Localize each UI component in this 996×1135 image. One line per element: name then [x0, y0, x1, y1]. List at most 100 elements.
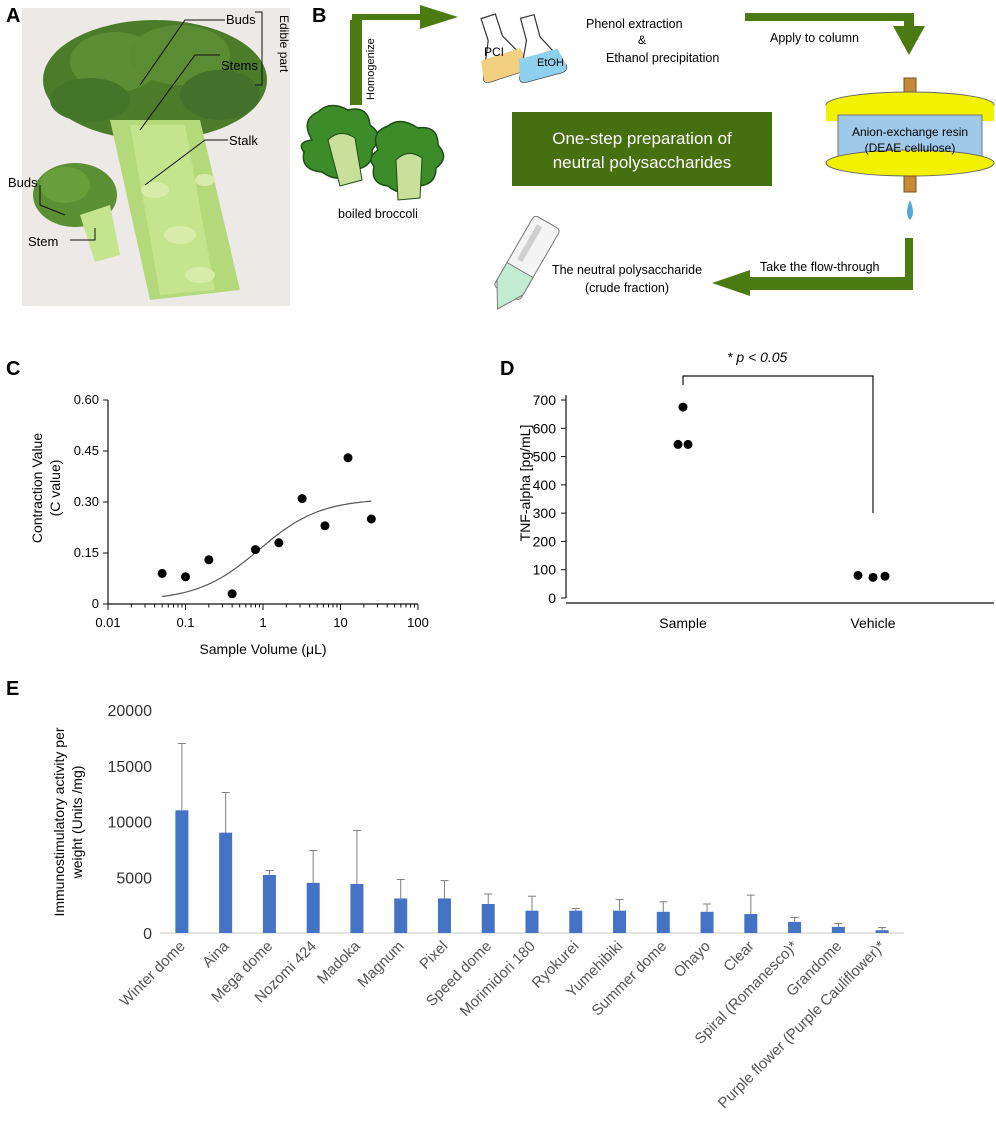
d-ylabel: TNF-alpha [pg/mL]	[517, 425, 533, 542]
c-data-point	[320, 521, 330, 531]
c-data-point	[250, 545, 260, 555]
phenol-label: Phenol extraction	[586, 17, 683, 31]
center-box	[512, 112, 772, 186]
c-data-point	[366, 514, 376, 524]
d-data-point	[853, 570, 863, 580]
ethanol-label: Ethanol precipitation	[606, 51, 719, 65]
c-xlabel: Sample Volume (μL)	[199, 641, 326, 657]
d-y-tick-label: 200	[533, 533, 557, 549]
panel-b-letter: B	[312, 5, 326, 27]
label-buds-left: Buds	[8, 175, 38, 190]
e-x-category-label: Ohayo	[671, 938, 714, 981]
c-data-point	[274, 538, 284, 548]
etoh-flask-icon	[519, 13, 568, 83]
label-stems: Stems	[221, 58, 258, 73]
c-data-point	[204, 555, 214, 565]
c-fit-curve	[162, 500, 372, 598]
chart-e: E Immunostimulatory activity per weight …	[6, 678, 904, 1112]
d-x-category-label: Vehicle	[850, 615, 895, 631]
e-bar	[306, 882, 320, 933]
resin-label-1: Anion-exchange resin	[852, 125, 968, 139]
d-annotation: * p < 0.05	[727, 349, 788, 365]
e-ylabel-2: weight (Units /mg)	[69, 766, 85, 880]
d-y-tick-label: 100	[533, 562, 557, 578]
d-data-point	[880, 571, 890, 581]
take-label: Take the flow-through	[760, 260, 880, 274]
e-bar	[350, 883, 364, 933]
d-y-tick-label: 500	[533, 449, 557, 465]
c-x-tick-label: 10	[333, 615, 347, 630]
c-data-point	[181, 572, 190, 582]
d-y-tick-label: 400	[533, 477, 557, 493]
e-bar	[875, 930, 889, 933]
panel-a-letter: A	[6, 5, 20, 27]
e-bar	[394, 898, 408, 933]
c-x-tick-label: 100	[407, 615, 429, 630]
c-data-point	[157, 568, 167, 578]
e-x-category-label: Aina	[199, 937, 233, 971]
c-y-tick-label: 0.45	[74, 443, 99, 458]
e-y-tick-label: 10000	[108, 815, 153, 832]
chart-d: D TNF-alpha [pg/mL] * p < 0.05 0 100 200 30…	[500, 349, 994, 631]
e-ylabel-1: Immunostimulatory activity per	[51, 727, 67, 916]
panel-c-letter: C	[6, 358, 20, 380]
boiled-label: boiled broccoli	[338, 207, 418, 221]
pci-label: PCI	[484, 45, 504, 59]
c-y-tick-label: 0.30	[74, 494, 99, 509]
e-bar	[175, 810, 189, 933]
d-x-category-label: Sample	[659, 615, 707, 631]
d-y-tick-label: 700	[533, 392, 557, 408]
etoh-label: EtOH	[537, 57, 564, 69]
c-x-tick-label: 0.01	[95, 615, 120, 630]
resin-label-2: (DEAE cellulose)	[865, 141, 956, 155]
label-buds-top: Buds	[226, 12, 256, 27]
neutral-label-2: (crude fraction)	[585, 281, 669, 295]
panel-d-letter: D	[500, 358, 514, 380]
c-data-point	[297, 494, 307, 504]
c-x-tick-label: 1	[259, 615, 266, 630]
e-y-tick-label: 15000	[108, 759, 153, 776]
c-y-tick-label: 0	[92, 596, 99, 611]
d-significance-bracket	[682, 375, 874, 514]
d-y-tick-label: 600	[533, 420, 557, 436]
c-data-point	[227, 589, 237, 599]
boiled-broccoli-icon	[300, 104, 445, 201]
e-bar	[744, 914, 758, 933]
d-data-point	[673, 439, 683, 449]
amp-label: &	[638, 33, 646, 47]
homogenize-label: Homogenize	[365, 38, 377, 100]
e-bar	[613, 910, 627, 933]
panel-a: A Buds	[6, 5, 291, 306]
e-bar	[437, 898, 451, 933]
center-line-1: One-step preparation of	[552, 129, 732, 148]
label-stem: Stem	[28, 234, 58, 249]
c-ylabel-1: Contraction Value	[29, 433, 45, 543]
c-x-tick-label: 0.1	[176, 615, 194, 630]
e-y-tick-label: 5000	[116, 870, 152, 887]
c-y-tick-label: 0.15	[74, 545, 99, 560]
e-bar	[656, 911, 670, 933]
neutral-label-1: The neutral polysaccharide	[552, 263, 702, 277]
d-data-point	[683, 439, 693, 449]
e-bar	[525, 910, 539, 933]
e-bar	[831, 926, 845, 933]
e-bar	[788, 921, 802, 933]
e-bar	[481, 904, 495, 933]
c-y-tick-label: 0.60	[74, 392, 99, 407]
e-x-category-label: Magnum	[354, 938, 407, 991]
panel-e-letter: E	[6, 678, 19, 700]
homogenize-arrow-stem	[350, 20, 362, 105]
e-bar	[700, 911, 714, 933]
homogenize-arrow	[352, 5, 458, 105]
tube-icon	[494, 215, 560, 310]
d-data-point	[678, 402, 688, 412]
c-data-point	[343, 453, 353, 463]
photo-label-lines	[39, 11, 263, 241]
d-data-point	[868, 572, 878, 582]
label-stalk: Stalk	[229, 133, 258, 148]
e-x-category-label: Winter dome	[117, 938, 189, 1010]
flow-through-arrow	[712, 238, 913, 296]
d-y-tick-label: 300	[533, 505, 557, 521]
e-bar	[262, 875, 276, 933]
